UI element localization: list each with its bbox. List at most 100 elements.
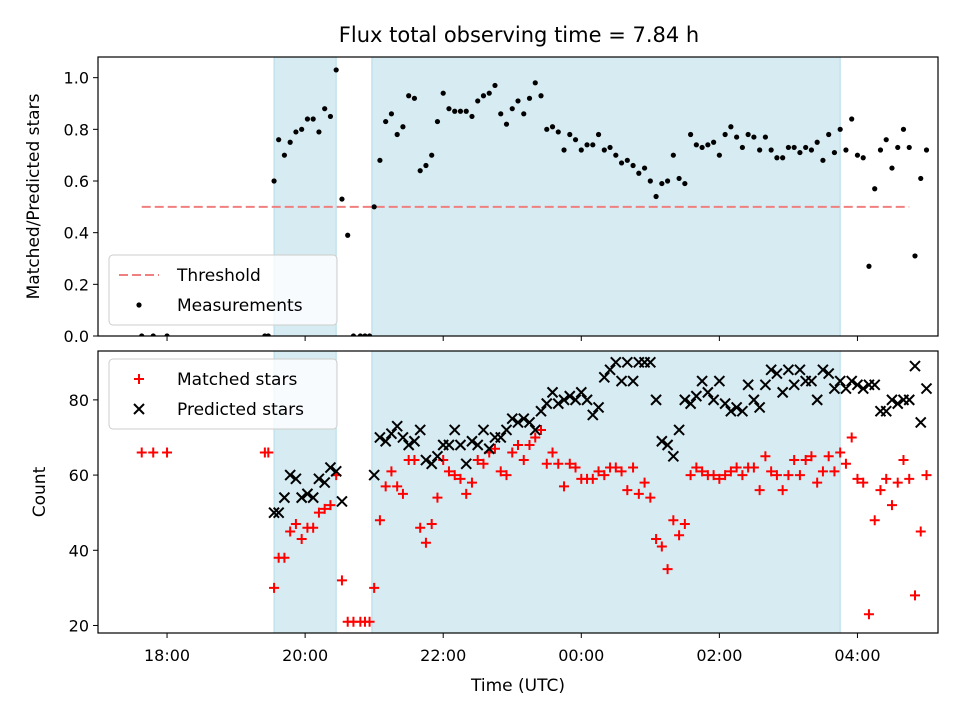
series-matched-stars	[136, 424, 932, 627]
point-predicted-stars-16	[385, 428, 398, 440]
point-measurements-28	[400, 124, 406, 130]
point-matched-stars-8	[285, 526, 296, 537]
point-matched-stars-9	[290, 518, 301, 529]
point-predicted-stars-18	[397, 431, 409, 444]
point-matched-stars-86	[731, 462, 742, 473]
point-matched-stars-97	[794, 470, 805, 481]
point-predicted-stars-50	[581, 394, 593, 406]
point-predicted-stars-9	[318, 476, 331, 489]
point-measurements-111	[877, 147, 884, 153]
point-matched-stars-42	[478, 458, 489, 469]
point-measurements-18	[345, 232, 351, 238]
point-measurements-6	[276, 137, 282, 143]
point-predicted-stars-37	[506, 412, 518, 425]
point-predicted-stars-40	[523, 416, 536, 429]
point-matched-stars-103	[829, 466, 840, 477]
point-predicted-stars-93	[828, 382, 841, 395]
point-measurements-42	[480, 93, 487, 99]
point-measurements-97	[797, 149, 803, 156]
point-measurements-70	[641, 165, 648, 171]
point-matched-stars-107	[852, 473, 863, 484]
point-predicted-stars-54	[604, 364, 616, 376]
point-predicted-stars-27	[449, 424, 461, 436]
point-measurements-119	[923, 147, 930, 153]
point-measurements-103	[831, 149, 838, 156]
panel-top	[93, 56, 939, 341]
top-plot	[139, 57, 930, 336]
point-predicted-stars-94	[834, 375, 846, 387]
point-predicted-stars-63	[656, 435, 668, 447]
point-matched-stars-39	[461, 488, 472, 499]
point-measurements-36	[446, 106, 452, 112]
point-measurements-34	[434, 118, 441, 125]
top-legend	[108, 254, 338, 326]
point-measurements-11	[304, 116, 311, 122]
point-measurements-1	[150, 333, 156, 336]
point-predicted-stars-69	[690, 390, 703, 402]
point-predicted-stars-92	[822, 367, 835, 380]
point-measurements-118	[918, 175, 924, 182]
point-matched-stars-40	[466, 477, 477, 488]
point-predicted-stars-48	[569, 394, 582, 406]
top-legend-box	[108, 254, 338, 326]
top-ytick-label: 0.8	[64, 120, 89, 139]
point-matched-stars-94	[777, 485, 788, 496]
point-matched-stars-54	[547, 447, 558, 458]
point-predicted-stars-106	[903, 394, 915, 406]
point-measurements-88	[745, 131, 751, 138]
point-matched-stars-14	[319, 503, 330, 514]
point-matched-stars-80	[697, 466, 708, 477]
point-matched-stars-90	[754, 485, 765, 496]
point-predicted-stars-29	[460, 458, 472, 470]
point-measurements-9	[293, 129, 299, 135]
point-measurements-5	[271, 178, 277, 184]
point-measurements-112	[883, 137, 889, 143]
point-measurements-59	[578, 147, 584, 153]
point-predicted-stars-80	[753, 401, 766, 414]
point-predicted-stars-55	[610, 356, 622, 368]
top-ytick-label: 1.0	[64, 69, 89, 88]
point-measurements-26	[388, 111, 395, 117]
point-measurements-64	[607, 144, 613, 151]
point-measurements-98	[803, 144, 809, 151]
point-predicted-stars-32	[477, 424, 490, 436]
point-predicted-stars-70	[696, 375, 708, 387]
point-predicted-stars-1	[272, 506, 285, 519]
point-predicted-stars-108	[915, 416, 927, 429]
point-predicted-stars-90	[811, 394, 823, 406]
point-matched-stars-53	[541, 458, 552, 469]
point-measurements-113	[889, 165, 895, 171]
point-matched-stars-2	[162, 447, 173, 458]
legend-swatch-measurements	[136, 302, 142, 308]
point-measurements-54	[549, 124, 556, 130]
point-matched-stars-109	[863, 609, 874, 620]
point-matched-stars-62	[593, 466, 604, 477]
point-predicted-stars-96	[845, 375, 858, 387]
point-matched-stars-91	[760, 451, 771, 462]
point-matched-stars-30	[409, 455, 420, 466]
point-predicted-stars-67	[679, 394, 691, 406]
point-measurements-58	[572, 137, 579, 143]
point-matched-stars-49	[518, 455, 529, 466]
point-predicted-stars-12	[336, 495, 348, 508]
point-predicted-stars-109	[920, 382, 933, 395]
point-measurements-106	[849, 116, 855, 122]
point-predicted-stars-86	[788, 379, 800, 391]
point-matched-stars-41	[472, 455, 483, 466]
point-matched-stars-36	[443, 466, 454, 477]
point-matched-stars-7	[279, 552, 290, 563]
point-measurements-80	[699, 144, 705, 151]
point-measurements-75	[670, 152, 676, 158]
xlabel: Time (UTC)	[470, 676, 565, 696]
point-predicted-stars-21	[414, 424, 426, 436]
point-predicted-stars-89	[805, 375, 818, 387]
point-predicted-stars-35	[495, 431, 507, 444]
point-predicted-stars-13	[368, 469, 380, 481]
point-measurements-92	[768, 147, 774, 153]
point-matched-stars-105	[840, 458, 851, 469]
point-measurements-39	[463, 108, 469, 114]
point-measurements-62	[595, 131, 602, 138]
point-matched-stars-79	[691, 462, 702, 473]
point-predicted-stars-91	[817, 364, 829, 376]
point-matched-stars-47	[507, 447, 518, 458]
